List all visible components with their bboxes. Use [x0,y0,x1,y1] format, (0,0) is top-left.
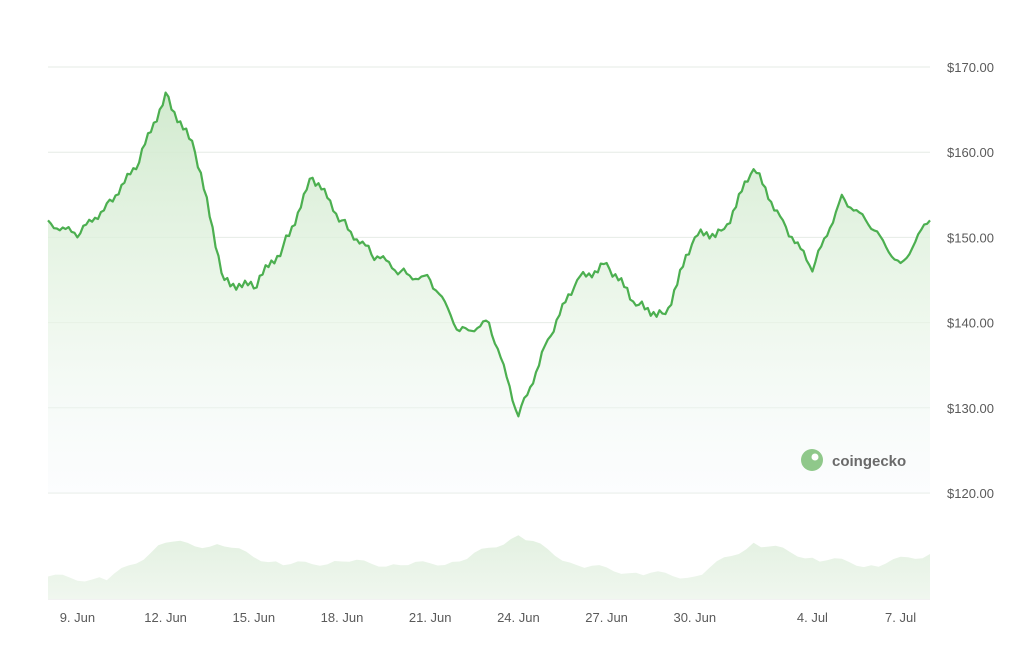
y-tick-label: $170.00 [947,60,994,75]
x-tick-label: 7. Jul [885,610,916,625]
x-axis-tick-labels: 9. Jun 12. Jun 15. Jun 18. Jun 21. Jun 24. Ju… [60,610,917,625]
y-tick-label: $120.00 [947,486,994,501]
x-tick-label: 24. Jun [497,610,540,625]
x-tick-label: 15. Jun [232,610,275,625]
x-tick-label: 27. Jun [585,610,628,625]
price-area-fill [48,92,930,493]
x-tick-label: 9. Jun [60,610,95,625]
volume-area [48,535,930,599]
y-tick-label: $160.00 [947,145,994,160]
x-tick-label: 4. Jul [797,610,828,625]
coingecko-logo-icon [801,449,823,471]
y-axis-tick-labels: $170.00 $160.00 $150.00 $140.00 $130.00 $120.… [947,60,994,501]
coingecko-watermark: coingecko [801,449,906,471]
price-area [48,92,930,493]
x-tick-label: 30. Jun [673,610,716,625]
coingecko-logo-eye [811,453,819,461]
price-series-line [47,91,931,418]
y-tick-label: $130.00 [947,401,994,416]
x-tick-label: 21. Jun [409,610,452,625]
y-tick-label: $150.00 [947,230,994,245]
volume-series [48,535,930,599]
y-tick-label: $140.00 [947,316,994,331]
x-tick-label: 18. Jun [321,610,364,625]
watermark-text: coingecko [832,453,906,470]
x-tick-label: 12. Jun [144,610,187,625]
price-line [47,91,931,418]
